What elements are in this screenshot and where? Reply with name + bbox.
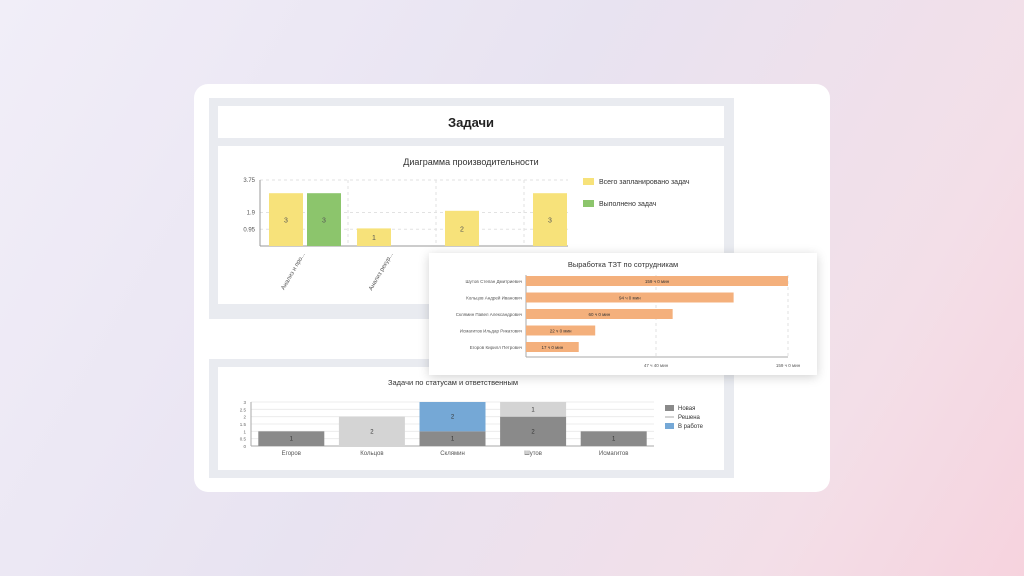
y-tick-label: 2.5 xyxy=(240,407,247,412)
bar-label: 2 xyxy=(370,429,374,435)
y-tick-label: 0.95 xyxy=(243,227,255,233)
status-chart-title: Задачи по статусам и ответственным xyxy=(388,378,518,387)
x-tick-label: Анализ рекур... xyxy=(368,252,395,292)
tzt-bar xyxy=(526,325,596,336)
bar-label: 2 xyxy=(451,415,455,421)
bar-label: 1 xyxy=(531,407,535,413)
bar-label: 1 xyxy=(372,235,376,242)
y-tick-label: 3 xyxy=(243,400,246,405)
x-tick-label: Егоров xyxy=(282,451,301,457)
bar-label: 3 xyxy=(322,218,326,225)
tzt-chart-title: Выработка ТЗТ по сотрудникам xyxy=(568,260,678,269)
bar-planned xyxy=(445,210,479,246)
legend-swatch xyxy=(665,416,674,418)
employee-label: Егоров Кирилл Петрович xyxy=(470,345,523,350)
bar-planned xyxy=(357,228,391,246)
legend-swatch xyxy=(665,423,674,429)
stacked-bar-segment xyxy=(580,431,647,446)
y-tick-label: 1.5 xyxy=(240,422,247,427)
employee-label: Шутов Степан Дмитриевич xyxy=(466,279,523,284)
bar-label: 22 ч 0 мин xyxy=(550,329,572,334)
bar-label: 159 ч 0 мин xyxy=(645,279,670,284)
bar-completed xyxy=(307,193,341,246)
bar-label: 1 xyxy=(612,437,616,443)
bar-label: 1 xyxy=(451,437,455,443)
x-tick-label: Шутов xyxy=(524,451,542,457)
legend-label: Решена xyxy=(678,415,701,421)
y-tick-label: 1 xyxy=(243,429,246,434)
stacked-bar-segment xyxy=(419,431,486,446)
bar-label: 60 ч 0 мин xyxy=(588,312,610,317)
tzt-bar xyxy=(526,309,673,319)
legend-label: Новая xyxy=(678,406,695,412)
legend-label: Всего запланировано задач xyxy=(599,179,690,186)
y-tick-label: 3.75 xyxy=(243,178,255,184)
status-chart: Задачи по статусам и ответственным 3 2.5 2… xyxy=(240,378,704,457)
bar-planned xyxy=(269,193,303,246)
tzt-chart-card: Выработка ТЗТ по сотрудникам 47 ч 40 мин… xyxy=(429,253,817,375)
stacked-bar-segment xyxy=(500,416,567,446)
y-tick-label: 0 xyxy=(243,444,246,449)
bar-label: 2 xyxy=(460,226,464,233)
x-tick-label: Исмагитов xyxy=(599,451,629,457)
legend-label: Выполнено задач xyxy=(599,201,657,208)
productivity-chart-title: Диаграмма производительности xyxy=(403,157,538,167)
page-header: Задачи xyxy=(218,106,724,138)
page-title: Задачи xyxy=(447,115,495,130)
status-chart-card: Задачи по статусам и ответственным 3 2.5 2… xyxy=(218,367,724,470)
legend-swatch xyxy=(583,200,594,207)
tzt-bar xyxy=(526,342,579,352)
tzt-chart: Выработка ТЗТ по сотрудникам 47 ч 40 мин… xyxy=(456,260,801,368)
legend-swatch xyxy=(583,178,594,185)
x-tick-label: Кольцов xyxy=(360,451,383,457)
employee-label: Исмагитов Ильдар Рикатович xyxy=(460,329,523,334)
productivity-chart: Диаграмма производительности 3.75 1.9 0.95… xyxy=(243,157,690,292)
stacked-bar-segment xyxy=(258,431,325,446)
bar-label: 3 xyxy=(284,218,288,225)
employee-label: Склямин Павел Александрович xyxy=(456,312,523,317)
legend-swatch xyxy=(665,405,674,411)
x-tick-label: 47 ч 40 мин xyxy=(644,363,669,368)
bar-label: 3 xyxy=(548,218,552,225)
bar-label: 2 xyxy=(531,429,535,435)
stacked-bar-segment xyxy=(419,402,486,432)
stacked-bar-segment xyxy=(500,402,567,417)
stacked-bar-segment xyxy=(338,416,405,446)
y-tick-label: 1.9 xyxy=(247,211,256,217)
tzt-bar xyxy=(526,276,788,286)
y-tick-label: 0.5 xyxy=(240,437,247,442)
legend-label: В работе xyxy=(678,424,704,430)
x-tick-label: Анализ и про... xyxy=(281,252,307,292)
bar-label: 1 xyxy=(290,437,294,443)
tzt-bar xyxy=(526,292,734,303)
x-tick-label: Склямин xyxy=(440,451,465,457)
bar-label: 94 ч 0 мин xyxy=(619,296,641,301)
bar-planned xyxy=(533,193,567,246)
x-tick-label: 159 ч 0 мин xyxy=(776,363,801,368)
bar-label: 17 ч 0 мин xyxy=(542,345,564,350)
y-tick-label: 2 xyxy=(243,415,246,420)
employee-label: Кольцов Андрей Иванович xyxy=(466,295,523,301)
